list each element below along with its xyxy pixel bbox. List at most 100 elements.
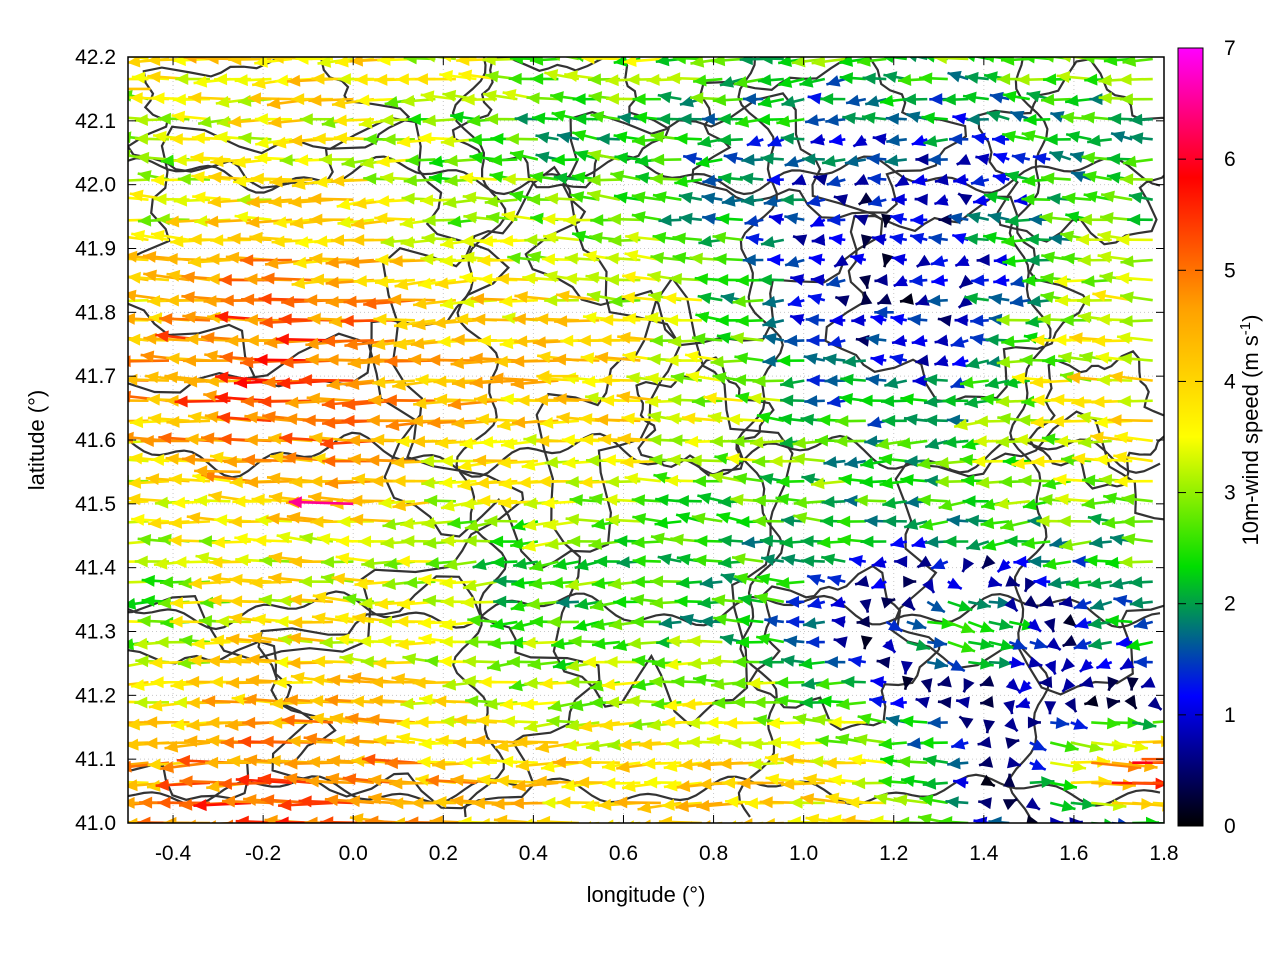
wind-vector-head (1096, 313, 1111, 326)
wind-vector-head (919, 72, 933, 85)
wind-vector-head (469, 376, 483, 389)
wind-vector-head (148, 517, 162, 530)
wind-vector-head (325, 276, 340, 289)
wind-vector-head (1066, 130, 1081, 143)
wind-vector-head (442, 57, 452, 63)
wind-vector-head (198, 535, 212, 548)
wind-vector-head (289, 134, 303, 147)
wind-vector-head (384, 355, 398, 368)
contour-line (735, 57, 784, 818)
wind-vector-head (1023, 57, 1035, 64)
wind-vector-head (427, 416, 441, 429)
wind-vector-head (479, 235, 494, 248)
wind-vector-head (576, 776, 590, 789)
axis-ticks: -0.4 -0.2 0.0 0.2 0.4 0.6 0.8 1.0 1.2 1.4 1.6 1.841… (75, 46, 1178, 865)
wind-vector-head (450, 774, 464, 787)
wind-vector-head (585, 271, 600, 284)
wind-vector-head (674, 175, 688, 188)
wind-vector-head (973, 435, 987, 448)
wind-vector-head (662, 716, 676, 729)
wind-vector-head (207, 195, 222, 208)
wind-vector-head (956, 153, 971, 165)
wind-vector-head (993, 274, 1007, 287)
wind-vector-head (748, 758, 762, 771)
wind-vector-head (225, 251, 240, 264)
wind-vector-head (937, 675, 952, 688)
wind-vector-head (493, 814, 508, 823)
wind-vector-head (1113, 451, 1127, 464)
wind-vector-head (666, 635, 680, 648)
wind-vector-head (602, 454, 616, 467)
wind-vector-head (688, 454, 702, 467)
wind-vector-head (368, 792, 382, 805)
wind-vector-head (392, 499, 407, 512)
wind-vector-head (865, 373, 880, 386)
wind-vector-head (1097, 251, 1112, 264)
wind-vector-head (739, 172, 754, 185)
wind-vector-head (325, 772, 340, 785)
wind-vector-head (421, 476, 435, 489)
wind-vector-head (472, 734, 486, 747)
wind-vector-head (564, 70, 578, 82)
wind-vector-head (223, 455, 237, 468)
wind-vector-head (942, 394, 956, 407)
wind-vector-shaft (1028, 822, 1030, 823)
wind-vector-head (371, 338, 386, 351)
wind-vector-head (995, 395, 1010, 408)
wind-vector-head (165, 215, 180, 228)
wind-vector-head (737, 777, 751, 790)
wind-vector-head (616, 391, 631, 403)
wind-vector-head (921, 112, 935, 125)
wind-vector-head (421, 232, 435, 245)
wind-vector-head (987, 576, 1002, 588)
wind-vector-head (379, 615, 393, 628)
wind-vector-head (702, 174, 716, 187)
wind-vector-head (574, 558, 589, 571)
wind-vector-head (807, 574, 822, 586)
wind-vector-head (128, 271, 141, 284)
wind-vector-head (178, 798, 193, 811)
wind-vector-head (572, 93, 586, 106)
wind-vector-head (460, 596, 474, 609)
wind-vector-head (524, 234, 538, 247)
wind-vector-head (761, 554, 775, 566)
wind-vector-head (878, 775, 892, 788)
wind-vector-head (1084, 554, 1098, 567)
wind-vector-head (547, 700, 562, 712)
wind-vector-head (1056, 71, 1071, 83)
wind-vector-head (440, 499, 455, 512)
wind-vector-head (153, 557, 168, 570)
x-tick-label: 0.4 (519, 842, 549, 865)
wind-vector-head (848, 655, 863, 668)
wind-vector-head (287, 74, 301, 87)
wind-vector-head (837, 515, 851, 528)
wind-vector-head (502, 88, 517, 101)
wind-vector-head (786, 615, 800, 628)
wind-vector-head (925, 437, 940, 450)
colorbar-tick-label: 2 (1224, 593, 1236, 616)
wind-vector-head (539, 677, 553, 690)
wind-vector-head (964, 233, 979, 246)
wind-vector-head (663, 760, 678, 773)
wind-vector-head (1077, 254, 1091, 267)
wind-vector-head (672, 57, 686, 65)
wind-vector-head (945, 796, 959, 809)
wind-vector-head (332, 734, 346, 747)
wind-vector-head (861, 111, 876, 124)
wind-vector-head (826, 275, 841, 288)
wind-vector-head (244, 273, 258, 286)
wind-vector-head (604, 494, 618, 507)
x-tick-label: 1.2 (879, 842, 908, 865)
wind-vector-head (128, 57, 141, 68)
wind-vector-head (378, 635, 392, 648)
wind-vector-head (790, 273, 805, 286)
wind-vector-head (759, 473, 774, 485)
wind-vector-head (285, 396, 299, 409)
wind-vector-head (1108, 112, 1122, 125)
wind-vector-head (544, 294, 558, 307)
wind-vector-head (1050, 817, 1064, 823)
wind-vector-head (871, 233, 886, 246)
wind-vector-head (462, 191, 477, 204)
wind-vector-head (346, 795, 361, 808)
wind-vector-head (647, 270, 662, 283)
